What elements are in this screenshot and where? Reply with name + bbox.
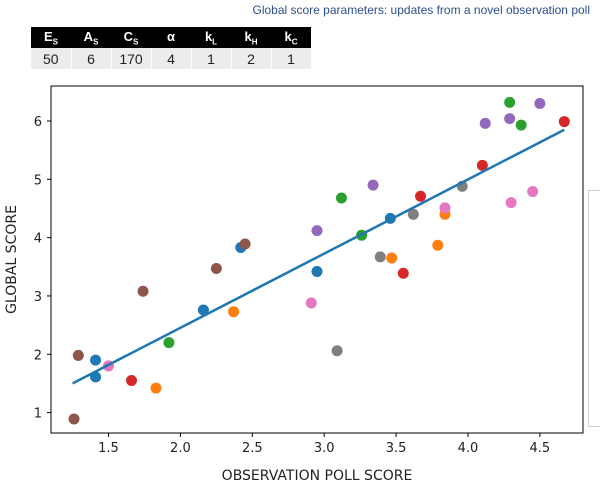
data-point — [367, 179, 379, 191]
x-axis: 1.5 2.0 2.5 3.0 3.5 4.0 4.5 — [98, 433, 550, 456]
x-tick-label: 1.5 — [98, 441, 119, 456]
data-point — [150, 382, 162, 394]
parameter-symbol: C — [123, 28, 134, 44]
side-panel-edge — [588, 190, 600, 427]
parameter-subscript: H — [251, 37, 258, 47]
data-point — [72, 349, 84, 361]
data-point — [126, 375, 138, 387]
parameter-symbol: α — [167, 28, 175, 44]
trend-line — [71, 128, 565, 385]
data-point — [476, 159, 488, 171]
parameter-header: ES — [31, 27, 71, 48]
x-tick-label: 2.5 — [242, 441, 263, 456]
parameter-value-row: 50 6 170 4 1 2 1 — [31, 48, 312, 69]
parameter-value: 6 — [71, 48, 112, 69]
x-tick-label: 3.5 — [386, 441, 407, 456]
parameter-symbol: E — [43, 28, 53, 44]
x-tick-label: 3.0 — [314, 441, 335, 456]
data-point — [415, 190, 427, 202]
y-tick-label: 4 — [34, 232, 42, 247]
y-tick-label: 5 — [34, 173, 42, 188]
parameter-subscript: S — [93, 37, 99, 47]
data-point — [397, 267, 409, 279]
data-point — [504, 113, 516, 125]
data-point — [439, 202, 451, 214]
data-point — [239, 238, 251, 250]
data-point — [163, 337, 175, 349]
plot-area — [50, 85, 584, 434]
parameter-symbol: k — [204, 28, 213, 44]
data-point — [558, 116, 570, 128]
data-point — [374, 251, 386, 263]
data-point — [335, 192, 347, 204]
x-tick-label: 2.0 — [170, 441, 191, 456]
parameter-value: 4 — [151, 48, 192, 69]
parameter-subscript: C — [291, 37, 298, 47]
data-point — [197, 304, 209, 316]
data-point — [479, 117, 491, 129]
y-tick-label: 6 — [34, 115, 42, 130]
parameter-value: 170 — [111, 48, 152, 69]
data-point — [68, 413, 80, 425]
parameter-value: 2 — [231, 48, 272, 69]
parameter-symbol: A — [83, 28, 94, 44]
x-tick-label: 4.5 — [530, 441, 551, 456]
parameter-header: kH — [231, 27, 271, 48]
parameter-subscript: S — [133, 37, 139, 47]
data-point — [305, 297, 317, 309]
parameter-value: 50 — [31, 48, 72, 69]
parameter-header: kC — [271, 27, 311, 48]
data-point — [505, 197, 517, 209]
parameter-table: ES AS CS α kL kH kC 50 6 170 4 1 2 1 — [31, 27, 312, 69]
y-tick-label: 3 — [34, 290, 42, 305]
data-point — [228, 306, 240, 318]
parameter-header: CS — [111, 27, 151, 48]
data-point — [386, 252, 398, 264]
parameter-subscript: L — [212, 37, 218, 47]
chart-title: Global score parameters: updates from a … — [252, 3, 590, 17]
parameter-value: 1 — [271, 48, 312, 69]
parameter-header: α — [151, 27, 191, 48]
data-point — [407, 208, 419, 220]
data-point — [311, 265, 323, 277]
data-point — [331, 345, 343, 357]
parameter-symbol: k — [284, 28, 292, 44]
y-axis-label: GLOBAL SCORE — [4, 205, 20, 314]
data-point — [432, 239, 444, 251]
y-tick-label: 2 — [34, 348, 42, 363]
data-point — [311, 225, 323, 237]
parameter-header-row: ES AS CS α kL kH kC — [31, 27, 311, 48]
y-axis: 1 2 3 4 5 6 — [34, 115, 51, 422]
parameter-header: AS — [71, 27, 111, 48]
parameter-subscript: S — [52, 37, 58, 47]
data-point — [137, 285, 149, 297]
data-point — [504, 96, 516, 108]
data-point — [515, 119, 527, 131]
parameter-symbol: k — [244, 28, 252, 44]
parameter-header: kL — [191, 27, 231, 48]
data-point — [534, 97, 546, 109]
data-point — [527, 186, 539, 198]
data-point — [90, 354, 102, 366]
parameter-value: 1 — [191, 48, 232, 69]
x-tick-label: 4.0 — [458, 441, 479, 456]
y-tick-label: 1 — [34, 407, 42, 422]
data-point — [210, 263, 222, 275]
x-axis-label: OBSERVATION POLL SCORE — [222, 468, 413, 484]
data-points — [68, 96, 570, 425]
